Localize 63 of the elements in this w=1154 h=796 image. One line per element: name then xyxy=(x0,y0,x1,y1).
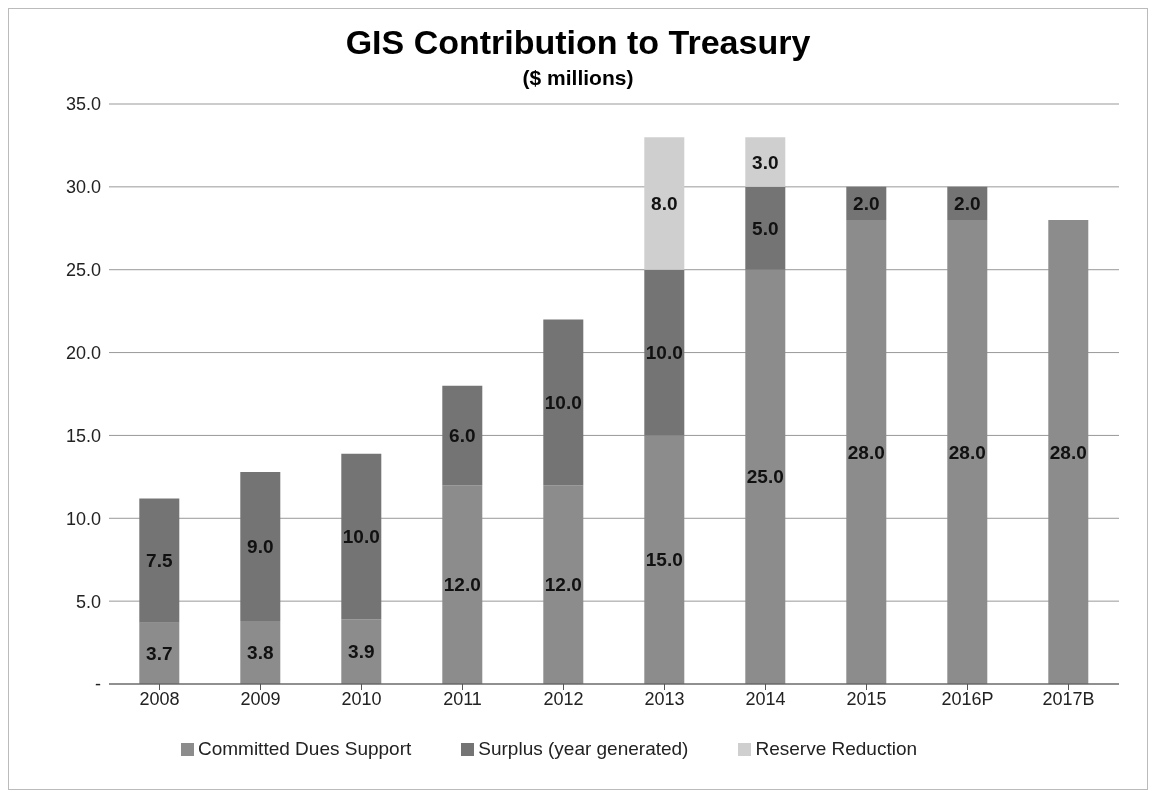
x-tick-label: 2012 xyxy=(543,688,584,709)
legend-label: Surplus (year generated) xyxy=(478,738,689,759)
data-label: 10.0 xyxy=(544,391,582,413)
data-label: 3.9 xyxy=(348,641,375,663)
data-label: 28.0 xyxy=(847,441,885,463)
chart-subtitle: ($ millions) xyxy=(521,66,635,90)
bar xyxy=(846,220,887,684)
bar xyxy=(442,385,483,486)
x-tick-label: 2011 xyxy=(443,688,482,709)
data-label: 12.0 xyxy=(443,574,481,596)
x-tick-label: 2017B xyxy=(1042,688,1095,709)
bar xyxy=(543,485,584,684)
data-label: 8.0 xyxy=(651,192,678,214)
data-label: 6.0 xyxy=(449,424,476,446)
bar xyxy=(543,319,584,486)
data-label: 28.0 xyxy=(948,441,986,463)
bar xyxy=(442,485,483,684)
y-tick-label: 35.0 xyxy=(65,94,101,115)
data-label: 25.0 xyxy=(746,466,784,488)
bar xyxy=(644,435,685,684)
y-tick-label: 10.0 xyxy=(65,508,101,529)
x-tick-label: 2015 xyxy=(846,688,887,709)
y-tick-label: 15.0 xyxy=(65,425,101,446)
legend-label: Reserve Reduction xyxy=(755,738,918,759)
x-tick-label: 2014 xyxy=(745,688,786,709)
data-label: 2.0 xyxy=(853,192,880,214)
bar xyxy=(139,622,180,684)
x-tick-label: 2008 xyxy=(139,688,180,709)
bar xyxy=(745,186,786,270)
data-label: 3.8 xyxy=(247,642,274,664)
bar xyxy=(745,137,786,187)
y-tick-label: 20.0 xyxy=(65,342,101,363)
bar xyxy=(240,471,281,622)
data-label: 28.0 xyxy=(1049,441,1087,463)
bar xyxy=(947,220,988,684)
bar xyxy=(745,269,786,684)
bar xyxy=(644,269,685,436)
bar xyxy=(1048,220,1089,684)
bar xyxy=(341,453,382,620)
y-tick-label: 30.0 xyxy=(65,177,101,198)
bar xyxy=(240,621,281,684)
chart-title: GIS Contribution to Treasury xyxy=(344,23,812,62)
y-tick-label: 5.0 xyxy=(75,591,101,612)
data-label: 15.0 xyxy=(645,549,683,571)
legend-label: Committed Dues Support xyxy=(197,738,412,759)
data-label: 9.0 xyxy=(247,535,274,557)
data-label: 10.0 xyxy=(645,342,683,364)
x-tick-label: 2009 xyxy=(240,688,281,709)
data-label: 10.0 xyxy=(342,526,380,548)
data-label: 5.0 xyxy=(752,217,779,239)
bar xyxy=(139,498,180,623)
data-label: 12.0 xyxy=(544,574,582,596)
data-label: 3.0 xyxy=(752,151,779,173)
y-tick-label: - xyxy=(95,674,101,695)
data-label: 7.5 xyxy=(146,550,173,572)
data-label: 2.0 xyxy=(954,192,981,214)
bar xyxy=(644,137,685,270)
x-tick-label: 2013 xyxy=(644,688,685,709)
x-tick-label: 2010 xyxy=(341,688,382,709)
y-tick-label: 25.0 xyxy=(65,260,101,281)
bar xyxy=(341,619,382,684)
x-tick-label: 2016P xyxy=(941,688,994,709)
data-label: 3.7 xyxy=(146,642,173,664)
